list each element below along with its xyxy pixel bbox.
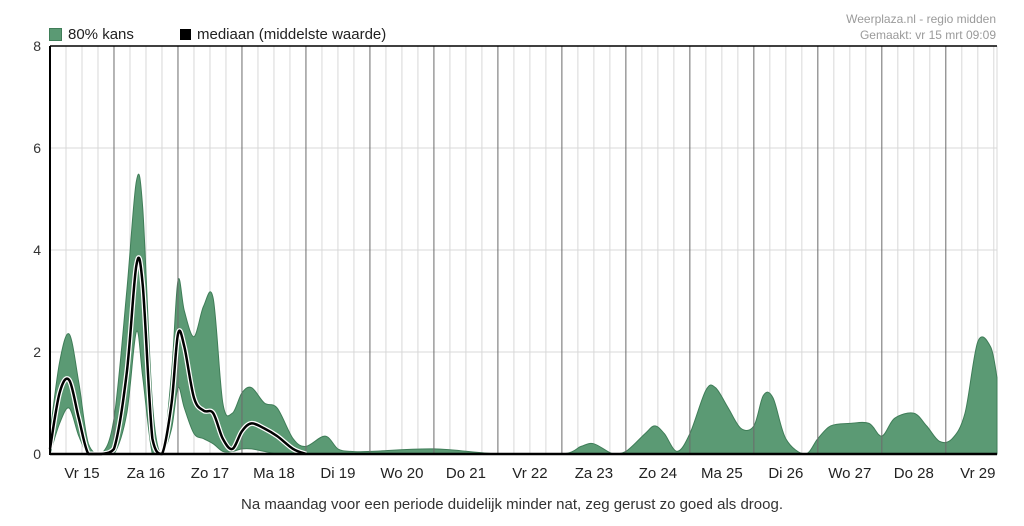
y-tick-label: 2 [33,344,41,360]
band-swatch [49,28,62,41]
x-tick-label: Ma 18 [253,465,295,482]
legend-band-label: 80% kans [68,26,134,43]
median-swatch [180,29,191,40]
legend-median-label: mediaan (middelste waarde) [197,26,387,43]
chart-caption: Na maandag voor een periode duidelijk mi… [240,496,783,513]
x-tick-labels: Vr 15 Za 16 Zo 17 Ma 18 Di 19 Wo 20 Do 21 Vr 22… [64,465,995,482]
x-tick-label: Di 19 [320,465,355,482]
x-tick-label: Do 21 [446,465,486,482]
x-tick-label: Za 16 [127,465,165,482]
x-tick-label: Ma 25 [701,465,743,482]
x-tick-label: Za 23 [575,465,613,482]
y-tick-labels: 0 2 4 6 8 [33,38,41,462]
x-tick-label: Wo 27 [828,465,871,482]
y-tick-label: 0 [33,446,41,462]
y-tick-label: 6 [33,140,41,156]
x-tick-label: Zo 17 [191,465,229,482]
legend-median: mediaan (middelste waarde) [180,26,386,43]
y-tick-label: 4 [33,242,41,258]
grid [50,45,998,455]
band-layer [49,173,998,455]
band-80-area [49,173,998,455]
x-tick-label: Di 26 [768,465,803,482]
x-tick-label: Vr 15 [64,465,99,482]
credit-made: Gemaakt: vr 15 mrt 09:09 [859,28,996,42]
x-tick-label: Vr 22 [512,465,547,482]
axes [49,45,997,456]
x-tick-label: Do 28 [894,465,934,482]
credit-source: Weerplaza.nl - regio midden [846,12,996,26]
x-tick-label: Wo 20 [380,465,423,482]
day-separators [113,46,947,454]
x-tick-label: Zo 24 [639,465,677,482]
legend-band: 80% kans [49,26,134,43]
x-tick-label: Vr 29 [960,465,995,482]
y-tick-label: 8 [33,38,41,54]
